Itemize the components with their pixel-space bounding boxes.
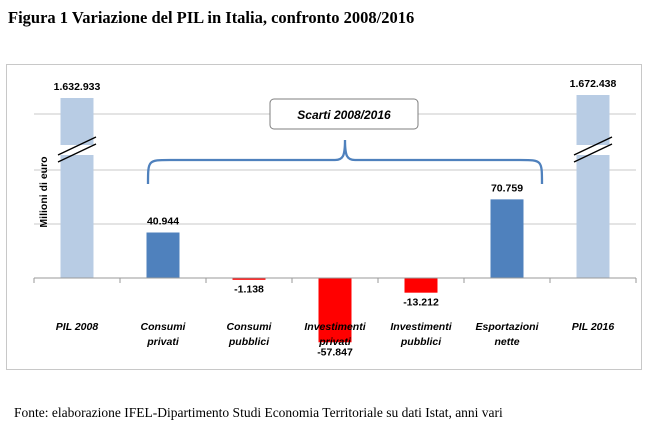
category-label-4-line-1: pubblici: [400, 336, 442, 348]
bar-6: [576, 95, 610, 278]
chart-frame: [6, 64, 642, 370]
value-label-6: 1.672.438: [570, 78, 617, 90]
bar-2: [232, 278, 266, 280]
value-label-2: -1.138: [234, 283, 264, 295]
axis-break-mark-0-a: [57, 143, 97, 163]
axis-break-mark-6-a: [573, 143, 613, 163]
axis-break-gap-6: [574, 145, 612, 155]
category-label-1-line-0: Consumi: [141, 321, 187, 333]
bar-5: [490, 199, 524, 278]
y-axis-title: Milioni di euro: [38, 156, 50, 227]
axis-break-gap-0: [58, 145, 96, 155]
bracket-label-box: [269, 98, 419, 130]
value-label-0: 1.632.933: [54, 81, 101, 93]
axis-break-mark-6-b: [573, 136, 613, 156]
axis-break-mark-0-b: [57, 136, 97, 156]
bar-4: [404, 278, 438, 293]
category-label-2-line-1: pubblici: [228, 336, 270, 348]
category-label-3-line-1: privati: [318, 336, 352, 348]
value-label-4: -13.212: [403, 297, 439, 309]
bar-1: [146, 232, 180, 278]
category-label-2-line-0: Consumi: [227, 321, 273, 333]
category-label-0-line-0: PIL 2008: [56, 321, 99, 333]
category-label-5-line-0: Esportazioni: [475, 321, 539, 333]
figure-title: Figura 1 Variazione del PIL in Italia, c…: [8, 8, 415, 27]
category-label-5-line-1: nette: [494, 336, 519, 348]
category-label-1-line-1: privati: [146, 336, 180, 348]
value-label-1: 40.944: [147, 216, 179, 228]
bar-0: [60, 98, 94, 278]
bar-3: [318, 278, 352, 343]
value-label-3: -57.847: [317, 346, 353, 358]
category-label-4-line-0: Investimenti: [390, 321, 452, 333]
bracket-label: Scarti 2008/2016: [297, 108, 391, 122]
category-label-6-line-0: PIL 2016: [572, 321, 615, 333]
category-label-3-line-0: Investimenti: [304, 321, 366, 333]
source-note: Fonte: elaborazione IFEL-Dipartimento St…: [14, 405, 503, 420]
scarti-bracket: [146, 139, 544, 185]
value-label-5: 70.759: [491, 182, 523, 194]
